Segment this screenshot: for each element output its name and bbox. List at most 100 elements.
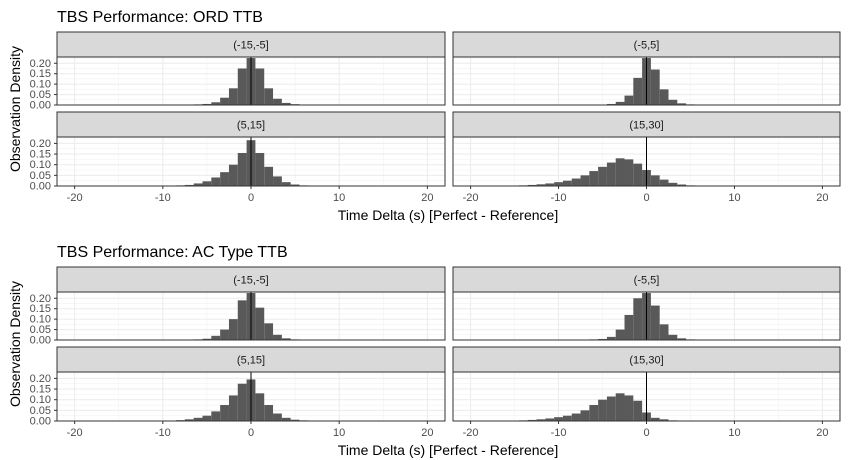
histogram-bar: [220, 405, 229, 421]
histogram-bar: [193, 417, 203, 421]
histogram-bar: [211, 102, 221, 105]
histogram-bar: [536, 419, 546, 421]
histogram-bar: [659, 179, 669, 186]
x-tick-label: 20: [421, 427, 433, 439]
facet-panel: (-5,5]: [452, 266, 841, 341]
histogram-bar: [598, 166, 607, 186]
histogram-bar: [264, 405, 274, 421]
histogram-bar: [228, 395, 238, 421]
facet-label: (5,15]: [237, 355, 265, 367]
histogram-bar: [624, 95, 634, 105]
histogram-bar: [237, 300, 247, 340]
histogram-bar: [615, 329, 625, 340]
histogram-bar: [677, 338, 687, 340]
histogram-bar: [545, 183, 555, 186]
x-tick-label: 10: [333, 427, 345, 439]
x-tick-label: -10: [155, 192, 171, 204]
x-tick-label: 20: [421, 192, 433, 204]
histogram-bar: [668, 182, 678, 186]
panel-border: [56, 291, 446, 341]
y-tick-label: 0.20: [30, 58, 51, 70]
histogram-bar: [606, 103, 616, 105]
y-tick-label: 0.05: [30, 324, 51, 336]
histogram-bar: [527, 419, 537, 421]
facet-panel: (-5,5]: [452, 31, 841, 106]
histogram-bar: [290, 419, 300, 421]
histogram-bar: [255, 393, 265, 421]
x-tick-label: 0: [643, 192, 649, 204]
histogram-bar: [228, 164, 238, 186]
chart-title: TBS Performance: AC Type TTB: [57, 244, 288, 261]
y-tick-label: 0.05: [30, 170, 51, 182]
x-tick-label: -20: [463, 192, 479, 204]
histogram-bar: [273, 98, 282, 105]
x-axis-label: Time Delta (s) [Perfect - Reference]: [338, 442, 558, 458]
histogram-bar: [255, 68, 265, 105]
histogram-bar: [211, 177, 221, 186]
histogram-bar: [562, 415, 572, 421]
histogram-bar: [290, 184, 300, 186]
y-axis-label: Observation Density: [7, 281, 23, 407]
histogram-bar: [633, 163, 643, 186]
x-tick-label: 10: [728, 427, 740, 439]
x-tick-label: -10: [155, 427, 171, 439]
histogram-bar: [255, 152, 265, 186]
histogram-bar: [273, 176, 282, 186]
facet-panel: (-15,-5] 0.000.050.100.150.20: [30, 266, 446, 347]
histogram-bar: [273, 413, 282, 421]
y-tick-label: 0.15: [30, 303, 51, 315]
facet-label: (15,30]: [629, 120, 663, 132]
x-tick-label: 0: [248, 427, 254, 439]
histogram-bar: [571, 413, 581, 421]
histogram-bar: [281, 338, 291, 340]
facet-strip: [56, 266, 446, 293]
panel-border: [56, 56, 446, 106]
y-tick-label: 0.00: [30, 100, 51, 112]
histogram-bar: [650, 417, 660, 421]
y-tick-label: 0.00: [30, 181, 51, 193]
y-axis-label: Observation Density: [7, 46, 23, 172]
histogram-bar: [264, 323, 274, 340]
histogram-bar: [536, 184, 546, 186]
histogram-bar: [255, 307, 265, 340]
facet-panel: (5,15] 0.000.050.100.150.20 -20 -10 0 10 20: [30, 346, 446, 439]
histogram-bar: [281, 182, 291, 186]
x-tick-label: 20: [816, 192, 828, 204]
histogram-bar: [237, 68, 247, 105]
histogram-bar: [677, 184, 687, 186]
y-tick-label: 0.10: [30, 314, 51, 326]
histogram-bar: [237, 152, 247, 186]
facet-strip: [452, 346, 841, 373]
histogram-bar: [624, 395, 634, 421]
panel-border: [452, 291, 841, 341]
histogram-bar: [668, 99, 678, 105]
facet-strip: [56, 346, 446, 373]
histogram-bar: [184, 184, 194, 186]
x-tick-label: -10: [551, 427, 567, 439]
y-tick-label: 0.00: [30, 335, 51, 347]
histogram-bar: [659, 419, 669, 421]
y-tick-label: 0.10: [30, 394, 51, 406]
y-tick-label: 0.10: [30, 79, 51, 91]
histogram-bar: [264, 166, 274, 186]
histogram-bar: [202, 103, 212, 105]
y-tick-label: 0.20: [30, 373, 51, 385]
histogram-bar: [650, 175, 660, 186]
histogram-bar: [624, 159, 634, 186]
chart-title: TBS Performance: ORD TTB: [57, 9, 263, 26]
histogram-bar: [184, 419, 194, 421]
y-tick-label: 0.05: [30, 405, 51, 417]
histogram-bar: [571, 178, 581, 186]
histogram-bar: [580, 175, 590, 186]
histogram-bar: [606, 396, 616, 421]
histogram-bar: [220, 97, 229, 105]
histogram-bar: [211, 411, 221, 421]
facet-label: (15,30]: [629, 355, 663, 367]
histogram-bar: [281, 417, 291, 421]
x-tick-label: 20: [816, 427, 828, 439]
figure-block-0: TBS Performance: ORD TTB(-15,-5]0.000.05…: [7, 9, 841, 223]
histogram-bar: [633, 298, 643, 340]
histogram-bar: [220, 329, 229, 340]
facet-label: (5,15]: [237, 120, 265, 132]
